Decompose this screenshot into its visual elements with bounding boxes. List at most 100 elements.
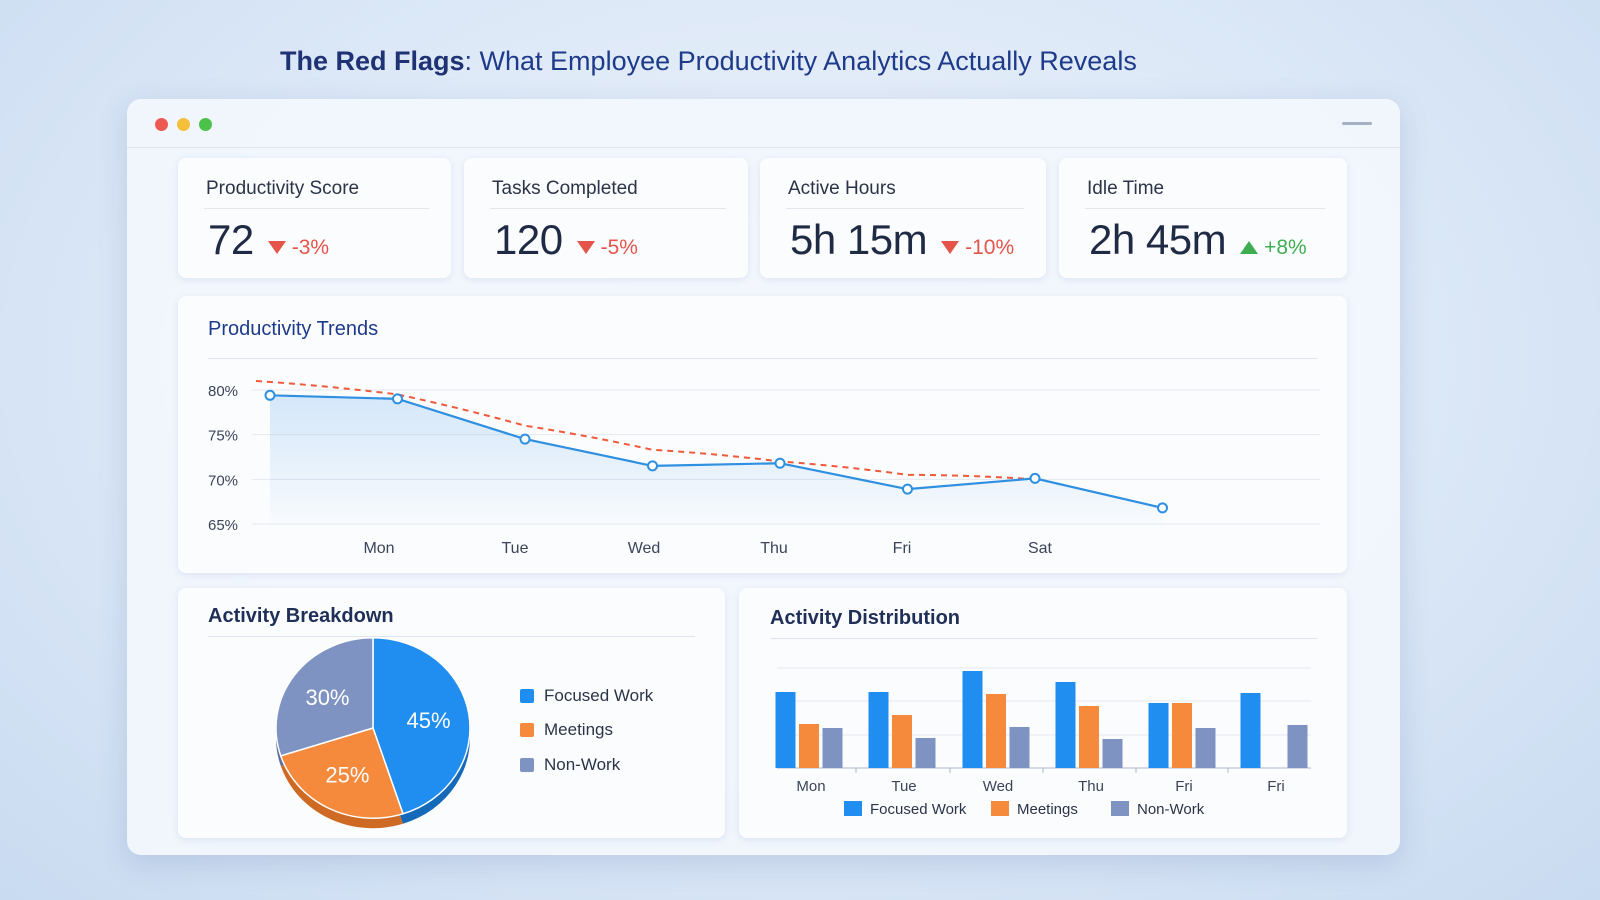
data-point — [392, 393, 403, 405]
kpi-value: 120 — [494, 216, 563, 263]
y-tick-label: 75% — [208, 428, 238, 445]
productivity-line — [269, 394, 1163, 509]
x-tick-label: Fri — [1267, 778, 1285, 795]
kpi-delta-text: -5% — [600, 235, 638, 259]
x-tick-label: Fri — [893, 540, 912, 557]
bar — [1009, 727, 1030, 768]
bar — [1102, 739, 1123, 768]
legend-label: Focused Work — [870, 801, 967, 818]
divider — [1085, 208, 1325, 209]
trend-up-icon — [1240, 241, 1259, 254]
kpi-label: Active Hours — [788, 178, 896, 199]
kpi-delta: -3% — [267, 235, 330, 260]
legend-label: Meetings — [1017, 801, 1078, 818]
x-tick-label: Thu — [1078, 778, 1104, 795]
activity-breakdown-pie: 45% 25% 30% — [275, 637, 471, 829]
x-tick-label: Sat — [1028, 540, 1053, 557]
bar — [775, 692, 796, 768]
legend-label: Meetings — [544, 720, 613, 739]
bar — [799, 724, 819, 768]
bar — [868, 692, 889, 768]
data-point — [264, 389, 276, 401]
divider — [786, 208, 1024, 209]
divider — [490, 208, 726, 209]
legend-non-work: Non-Work — [520, 755, 620, 775]
bar — [1240, 693, 1261, 768]
pie-slice-label: 30% — [305, 685, 349, 710]
kpi-card-idle-time[interactable]: Idle Time 2h 45m +8% — [1059, 158, 1347, 278]
trend-area — [270, 395, 1163, 524]
bar — [1148, 703, 1169, 768]
kpi-delta-text: -3% — [291, 235, 330, 259]
maximize-window-button[interactable] — [199, 118, 212, 131]
legend-label: Focused Work — [544, 686, 654, 705]
page-title: The Red Flags: What Employee Productivit… — [280, 46, 1320, 77]
activity-breakdown-panel: Activity Breakdown 45% 25% 30% Focused Wor… — [178, 588, 725, 838]
bar — [1287, 725, 1308, 768]
kpi-value: 2h 45m — [1089, 216, 1227, 263]
bar — [1055, 682, 1076, 768]
page-title-emphasis: The Red Flags — [280, 46, 465, 76]
bar — [986, 694, 1006, 768]
legend-label: Non-Work — [544, 755, 621, 774]
bar — [915, 738, 936, 768]
divider — [770, 638, 1317, 639]
minimize-bar-icon[interactable] — [1342, 122, 1372, 125]
y-tick-label: 70% — [208, 472, 238, 489]
legend-swatch — [520, 723, 534, 737]
legend-label: Non-Work — [1137, 801, 1205, 818]
x-tick-label: Mon — [363, 540, 394, 557]
data-point — [647, 460, 658, 472]
legend-swatch — [844, 801, 862, 816]
legend-focused-work: Focused Work — [520, 686, 653, 706]
x-tick-label: Mon — [796, 778, 825, 795]
divider — [208, 358, 1317, 359]
data-point — [902, 483, 913, 495]
pie-slice-label: 25% — [325, 763, 369, 788]
productivity-trends-panel: Productivity Trends 80% 75% 70% 65% Mon Tue We… — [178, 296, 1347, 573]
activity-distribution-bar-chart: Mon Tue Wed Thu Fri Fri Focused Work Meetings No… — [775, 667, 1311, 818]
x-tick-label: Wed — [983, 778, 1014, 795]
bar — [962, 671, 983, 768]
kpi-value: 5h 15m — [790, 216, 928, 263]
bar — [822, 728, 843, 768]
legend-swatch — [520, 758, 534, 772]
legend-meetings: Meetings — [520, 720, 613, 740]
kpi-delta: +8% — [1240, 236, 1307, 260]
trend-down-icon — [267, 241, 286, 254]
minimize-window-button[interactable] — [177, 118, 190, 131]
divider — [204, 208, 429, 209]
x-tick-label: Wed — [628, 540, 661, 557]
trend-down-icon — [576, 241, 595, 254]
trend-down-icon — [941, 241, 960, 254]
productivity-trends-chart: 80% 75% 70% 65% Mon Tue Wed Thu Fri Sat — [208, 380, 1320, 557]
data-point — [519, 433, 531, 445]
x-tick-label: Fri — [1175, 778, 1193, 795]
panel-title: Productivity Trends — [208, 318, 379, 340]
kpi-value: 72 — [208, 216, 254, 263]
data-point — [1029, 472, 1041, 484]
legend-swatch — [991, 801, 1009, 816]
kpi-card-active-hours[interactable]: Active Hours 5h 15m -10% — [760, 158, 1046, 278]
kpi-delta: -5% — [576, 235, 638, 260]
page-title-rest: : What Employee Productivity Analytics A… — [464, 46, 1137, 76]
kpi-label: Idle Time — [1087, 178, 1165, 199]
kpi-delta-text: +8% — [1264, 235, 1307, 259]
kpi-card-tasks-completed[interactable]: Tasks Completed 120 -5% — [464, 158, 748, 278]
pie-slice-label: 45% — [407, 708, 451, 733]
panel-title: Activity Breakdown — [208, 605, 394, 627]
y-tick-label: 80% — [208, 383, 238, 400]
y-tick-label: 65% — [208, 517, 238, 534]
legend-swatch — [520, 689, 534, 703]
bar — [892, 715, 912, 768]
window-titlebar — [127, 99, 1400, 148]
activity-distribution-panel: Activity Distribution Mon Tue Wed Thu Fri Fri… — [739, 588, 1347, 838]
kpi-card-productivity-score[interactable]: Productivity Score 72 -3% — [178, 158, 451, 278]
divider — [208, 636, 695, 637]
x-tick-label: Tue — [502, 540, 529, 557]
bar — [1195, 728, 1216, 768]
close-window-button[interactable] — [155, 118, 168, 131]
pie-slice — [372, 637, 471, 815]
kpi-label: Productivity Score — [206, 178, 360, 199]
pie-slice — [279, 727, 404, 819]
